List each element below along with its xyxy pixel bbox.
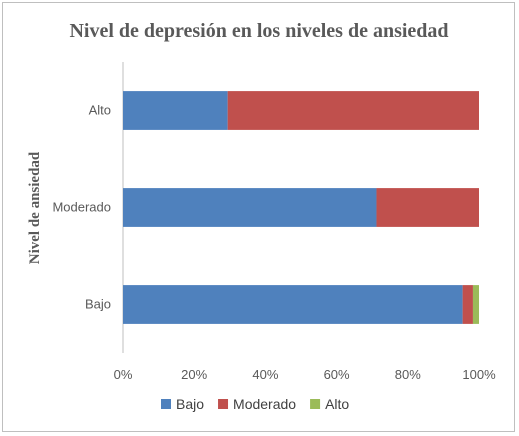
legend-label: Alto <box>325 396 349 412</box>
x-tick-label: 40% <box>252 367 278 382</box>
legend-swatch <box>161 399 171 409</box>
x-tick-label: 100% <box>462 367 496 382</box>
legend-label: Bajo <box>176 396 204 412</box>
chart-title: Nivel de depresión en los niveles de ans… <box>69 20 448 42</box>
bar-segment <box>472 285 479 324</box>
bar-segment <box>227 91 479 130</box>
y-tick-label: Alto <box>89 103 111 118</box>
bar-segment <box>462 285 473 324</box>
legend-label: Moderado <box>233 396 296 412</box>
y-axis-label: Nivel de ansiedad <box>27 151 43 264</box>
legend-swatch <box>310 399 321 409</box>
plot-area: Alto Moderado Bajo 0% 20% 40% 60% 80% 100% <box>52 62 496 382</box>
bar-segment <box>123 188 377 227</box>
x-tick-label: 60% <box>324 367 350 382</box>
x-tick-label: 0% <box>114 367 133 382</box>
y-tick-label: Moderado <box>52 200 111 215</box>
legend: Bajo Moderado Alto <box>161 396 349 412</box>
x-tick-label: 20% <box>181 367 207 382</box>
bar-segment <box>123 91 228 130</box>
bar-segment <box>376 188 479 227</box>
x-tick-label: 80% <box>395 367 421 382</box>
bar-segment <box>123 285 463 324</box>
legend-swatch <box>218 399 229 409</box>
y-tick-label: Bajo <box>85 297 111 312</box>
